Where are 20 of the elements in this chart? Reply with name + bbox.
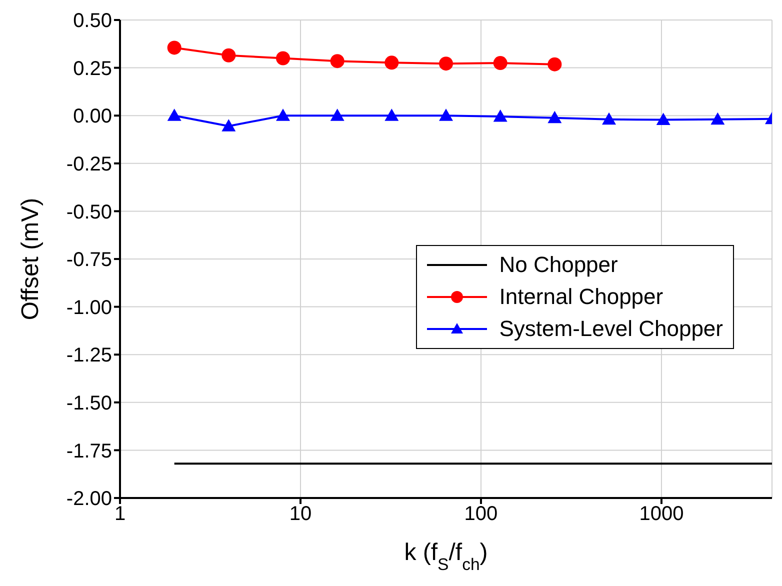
legend-label: System-Level Chopper [499,316,723,342]
y-axis-title: Offset (mV) [17,198,44,320]
legend-label: Internal Chopper [499,284,664,310]
y-tick-label: -0.50 [66,201,112,224]
x-axis-title: k (f$_{S}$/f$_{ch}$) [404,539,488,574]
x-tick-label: 1 [114,503,126,526]
y-tick-label: -1.25 [66,344,112,367]
y-tick-label: 0.50 [73,10,112,32]
y-tick-label: -1.50 [66,392,112,414]
y-tick-label: -1.00 [66,296,112,319]
y-tick-label: -2.00 [66,488,112,510]
y-tick-label: 0.25 [73,58,112,80]
legend-label: No Chopper [499,252,618,278]
y-tick-label: -0.75 [66,249,112,272]
y-tick-label: -0.25 [66,154,112,176]
x-tick-label: 100 [464,503,498,526]
y-tick-label: 0.00 [73,106,112,128]
y-tick-label: -1.75 [66,440,112,462]
x-tick-label: 1000 [639,503,684,526]
x-tick-label: 10 [289,503,312,526]
